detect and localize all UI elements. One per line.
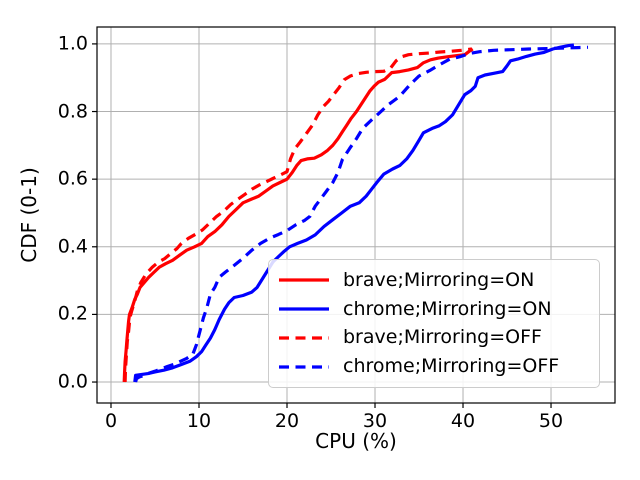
y-tick-label: 0.4 — [57, 235, 88, 258]
legend-label: brave;Mirroring=ON — [343, 268, 535, 291]
legend-label: chrome;Mirroring=ON — [343, 297, 552, 320]
x-tick-label: 30 — [362, 410, 388, 432]
legend: brave;Mirroring=ON chrome;Mirroring=ON bra… — [268, 259, 600, 388]
y-tick-label: 0.6 — [57, 167, 88, 190]
legend-label: chrome;Mirroring=OFF — [343, 355, 560, 378]
x-tick-label: 40 — [450, 410, 476, 432]
curve-brave-mirroring-off — [123, 47, 472, 383]
legend-line-sample — [279, 336, 329, 340]
y-tick-label: 1.0 — [57, 32, 88, 55]
legend-item: brave;Mirroring=ON — [279, 269, 589, 292]
legend-label: brave;Mirroring=OFF — [343, 326, 542, 349]
legend-item: chrome;Mirroring=OFF — [279, 355, 589, 378]
x-axis-label: CPU (%) — [315, 429, 397, 453]
x-tick-label: 50 — [538, 410, 564, 432]
axes-spines — [96, 26, 616, 404]
y-tick-label: 0.0 — [57, 370, 88, 393]
legend-item: brave;Mirroring=OFF — [279, 326, 589, 349]
y-tick-label: 0.2 — [57, 302, 88, 325]
legend-item: chrome;Mirroring=ON — [279, 298, 589, 321]
legend-line-sample — [279, 365, 329, 369]
x-tick-label: 20 — [274, 410, 300, 432]
legend-line-sample — [279, 278, 329, 282]
curve-chrome-mirroring-on — [133, 43, 575, 383]
curve-brave-mirroring-on — [122, 47, 474, 383]
legend-line-sample — [279, 307, 329, 311]
x-tick-label: 10 — [186, 410, 212, 432]
curve-chrome-mirroring-off — [134, 45, 589, 383]
x-tick-label: 0 — [104, 410, 118, 432]
y-axis-label: CDF (0-1) — [17, 167, 41, 263]
y-tick-label: 0.8 — [57, 100, 88, 123]
